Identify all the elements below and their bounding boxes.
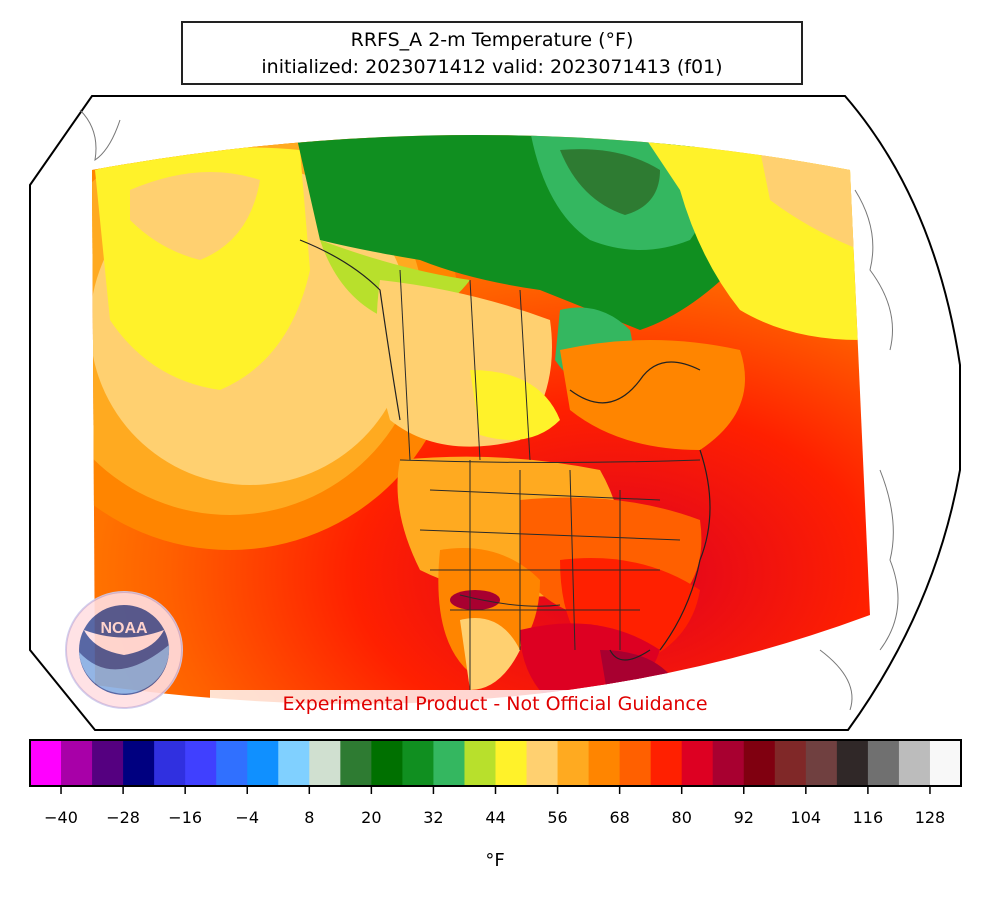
colorbar-bin (30, 740, 62, 786)
colorbar-bin (867, 740, 900, 786)
colorbar-tick-label: 80 (672, 808, 692, 827)
colorbar-tick-label: 68 (609, 808, 629, 827)
colorbar-bin (712, 740, 745, 786)
temperature-map: NOAA (29, 95, 961, 731)
colorbar-bin (836, 740, 869, 786)
colorbar-tick-label: 20 (361, 808, 381, 827)
colorbar-tick-label: −16 (168, 808, 202, 827)
colorbar-ticks: −40 −28 −16 −4 8 20 32 44 56 68 80 92 104 116 128 (44, 786, 945, 827)
colorbar-bin (929, 740, 962, 786)
colorbar-tick-label: 128 (915, 808, 946, 827)
colorbar-bin (216, 740, 248, 786)
colorbar-bin (278, 740, 310, 786)
outer-coastlines (79, 109, 899, 711)
colorbar-bin (526, 740, 559, 786)
colorbar-bin (898, 740, 931, 786)
temperature-field (92, 135, 870, 704)
colorbar-bin (123, 740, 155, 786)
colorbar-tick-label: 92 (734, 808, 754, 827)
colorbar-tick-label: −28 (106, 808, 140, 827)
colorbar-bin (433, 740, 465, 786)
map-title: RRFS_A 2-m Temperature (°F) (350, 29, 634, 51)
colorbar-bin (340, 740, 372, 786)
colorbar-tick-label: 8 (304, 808, 314, 827)
colorbar-bins (30, 740, 962, 786)
colorbar-bin (154, 740, 186, 786)
colorbar-bin (402, 740, 434, 786)
colorbar-bin (247, 740, 279, 786)
colorbar-bin (92, 740, 124, 786)
colorbar: −40 −28 −16 −4 8 20 32 44 56 68 80 92 104 116 128 (29, 739, 962, 827)
map-title-box: RRFS_A 2-m Temperature (°F) initialized:… (181, 21, 803, 85)
colorbar-bin (464, 740, 496, 786)
disclaimer-banner: Experimental Product - Not Official Guid… (210, 690, 780, 718)
colorbar-bin (681, 740, 714, 786)
colorbar-tick-label: −40 (44, 808, 78, 827)
colorbar-bin (61, 740, 93, 786)
colorbar-unit-label: °F (485, 850, 505, 871)
colorbar-bin (309, 740, 341, 786)
noaa-logo: NOAA (65, 591, 183, 709)
colorbar-bin (743, 740, 776, 786)
colorbar-bin (805, 740, 838, 786)
colorbar-bin (371, 740, 403, 786)
colorbar-bin (588, 740, 621, 786)
coastlines (299, 239, 711, 661)
colorbar-bin (495, 740, 528, 786)
noaa-logo-text: NOAA (100, 620, 148, 637)
colorbar-bin (557, 740, 590, 786)
colorbar-tick-label: −4 (235, 808, 259, 827)
colorbar-tick-label: 44 (485, 808, 505, 827)
colorbar-tick-label: 104 (791, 808, 822, 827)
colorbar-bin (185, 740, 217, 786)
colorbar-bin (650, 740, 683, 786)
colorbar-tick-label: 116 (853, 808, 884, 827)
colorbar-tick-label: 32 (423, 808, 443, 827)
colorbar-tick-label: 56 (547, 808, 567, 827)
map-subtitle: initialized: 2023071412 valid: 202307141… (261, 56, 723, 78)
colorbar-bin (619, 740, 652, 786)
political-boundaries (399, 269, 701, 690)
colorbar-bin (774, 740, 807, 786)
